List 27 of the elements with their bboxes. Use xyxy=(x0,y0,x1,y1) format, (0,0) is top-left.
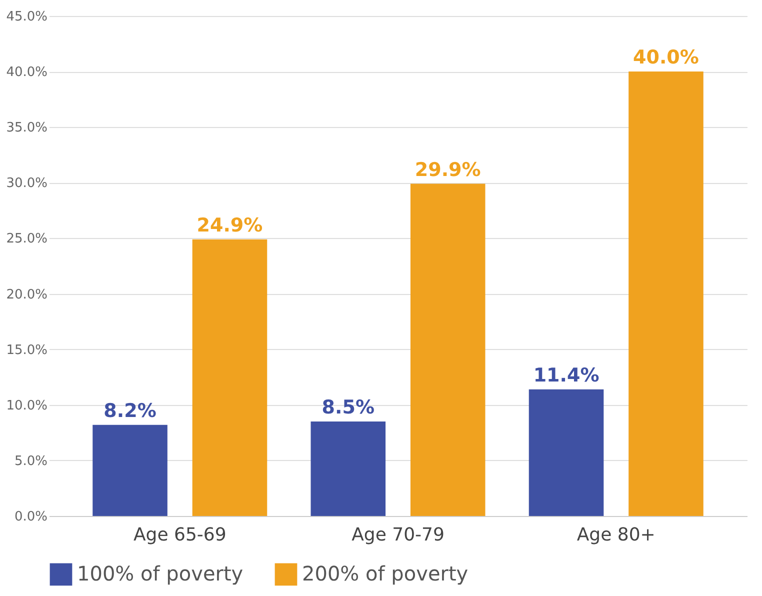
bar xyxy=(410,184,486,516)
bar xyxy=(628,72,704,516)
y-tick-label: 35.0% xyxy=(6,120,48,136)
y-tick-label: 45.0% xyxy=(6,10,48,24)
data-label: 24.9% xyxy=(196,214,263,236)
y-tick-label: 25.0% xyxy=(6,232,48,247)
y-tick-label: 20.0% xyxy=(6,287,48,302)
data-label: 40.0% xyxy=(633,46,699,69)
bar xyxy=(310,422,386,516)
data-label: 8.2% xyxy=(104,400,156,422)
x-tick-label: Age 65-69 xyxy=(133,524,226,546)
bar xyxy=(528,389,604,516)
data-label: 8.5% xyxy=(322,396,374,419)
data-label: 29.9% xyxy=(414,158,481,181)
bar xyxy=(192,239,268,516)
y-tick-label: 30.0% xyxy=(6,176,48,192)
y-tick-label: 40.0% xyxy=(6,65,48,80)
legend-label: 200% of poverty xyxy=(302,561,468,586)
data-label: 11.4% xyxy=(533,364,600,386)
y-tick-label: 15.0% xyxy=(6,342,48,358)
y-tick-label: 5.0% xyxy=(14,454,48,469)
bar xyxy=(92,424,168,516)
x-tick-label: Age 70-79 xyxy=(352,524,444,546)
legend-label: 100% of poverty xyxy=(77,561,244,586)
y-tick-label: 0.0% xyxy=(14,510,48,524)
y-tick-label: 10.0% xyxy=(6,398,48,414)
x-tick-label: Age 80+ xyxy=(576,524,656,546)
